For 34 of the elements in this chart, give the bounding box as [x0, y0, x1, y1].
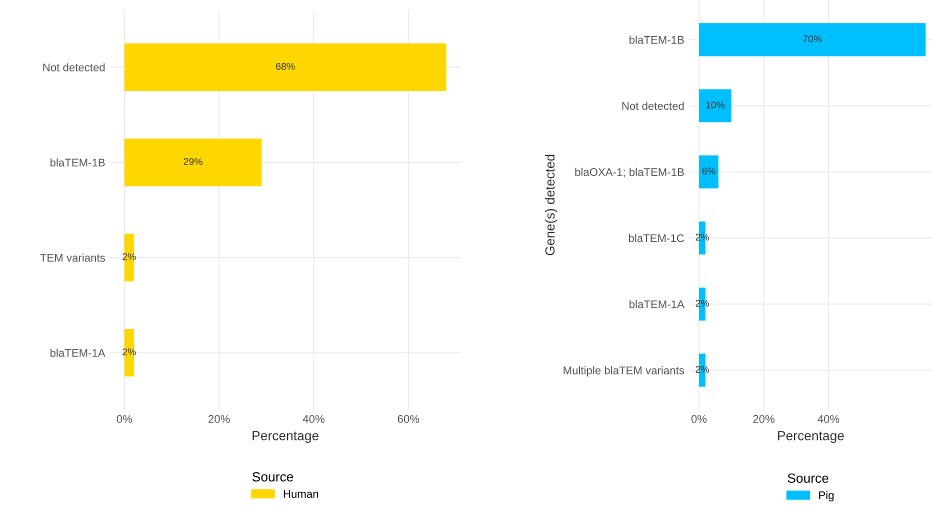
- bar: [124, 138, 262, 186]
- legend-title: Source: [252, 472, 294, 482]
- x-tick-label: 20%: [208, 415, 230, 423]
- y-axis-title: Gene(s) detected: [544, 154, 558, 256]
- data-label: 68%: [276, 62, 295, 70]
- y-tick-label: blaTEM-1B: [50, 158, 105, 167]
- data-label: 29%: [184, 158, 202, 166]
- y-tick-label: blaOXA-1; blaTEM-1B: [575, 168, 684, 178]
- bar: [699, 23, 926, 56]
- data-label: 6%: [702, 168, 716, 174]
- x-tick-label: 20%: [753, 415, 774, 423]
- y-tick-label: blaTEM-1B: [630, 36, 684, 44]
- bar: [699, 89, 732, 122]
- x-tick-label: 40%: [302, 415, 324, 423]
- y-tick-label: Not detected: [43, 63, 105, 72]
- y-tick-label: Not detected: [622, 102, 684, 110]
- x-tick-label: 0%: [691, 415, 707, 423]
- legend-title: Source: [788, 473, 828, 483]
- y-tick-label: blaTEM-1C: [628, 234, 684, 242]
- x-axis-title: Percentage: [778, 431, 844, 443]
- x-tick-label: 0%: [116, 415, 132, 423]
- y-tick-label: TEM variants: [40, 254, 105, 262]
- data-label: 70%: [803, 35, 822, 42]
- x-tick-label: 40%: [818, 415, 840, 423]
- data-label: 10%: [706, 101, 725, 108]
- y-tick-label: Multiple blaTEM variants: [564, 366, 684, 377]
- y-tick-label: blaTEM-1A: [630, 300, 684, 308]
- y-tick-label: blaTEM-1A: [50, 348, 106, 357]
- x-tick-label: 60%: [398, 415, 420, 423]
- bar: [124, 43, 446, 92]
- legend-label: Human: [284, 490, 318, 498]
- legend-label: Pig: [819, 490, 834, 502]
- x-axis-title: Percentage: [252, 431, 318, 443]
- bar: [699, 155, 718, 188]
